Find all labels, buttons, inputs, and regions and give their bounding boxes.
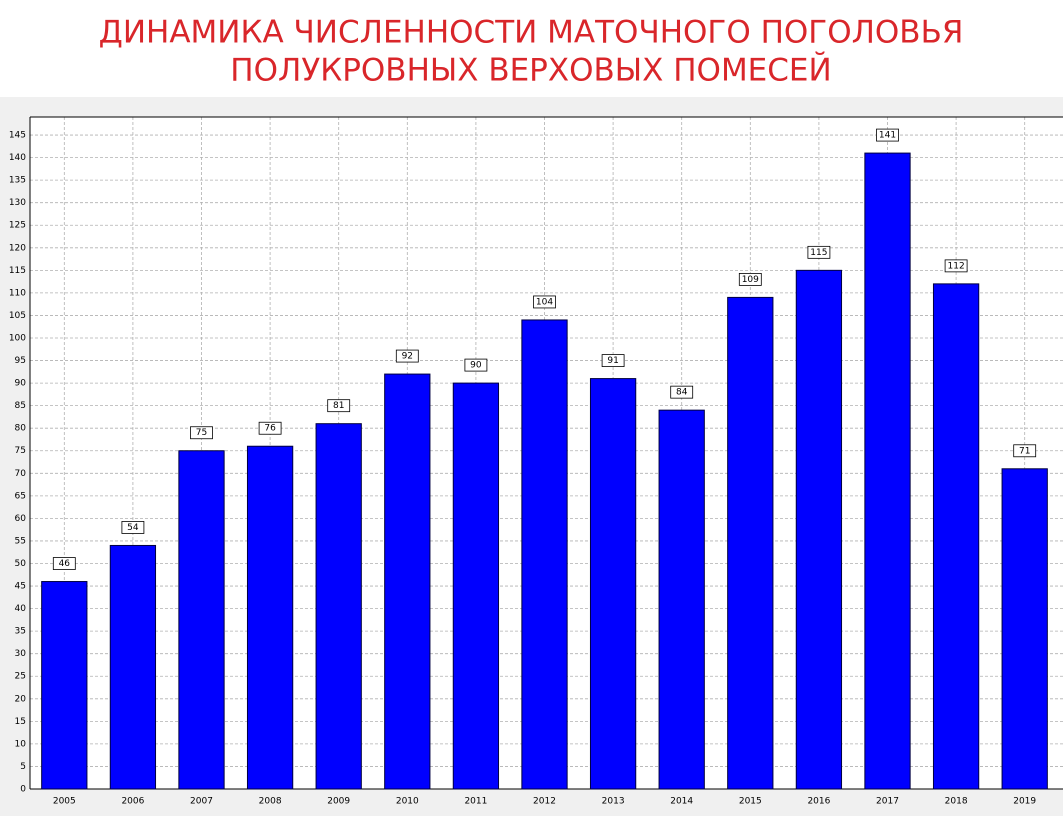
x-tick-label: 2012 <box>533 797 556 807</box>
x-tick-label: 2014 <box>670 797 693 807</box>
value-label: 115 <box>810 248 827 258</box>
value-label-box <box>670 385 694 399</box>
y-tick-label: 65 <box>15 491 26 501</box>
bar <box>589 378 637 790</box>
value-label: 84 <box>676 388 688 398</box>
value-label-box <box>601 354 625 367</box>
value-label: 75 <box>196 428 207 438</box>
x-tick-label: 2007 <box>190 797 213 807</box>
value-label: 109 <box>742 275 759 285</box>
value-label: 46 <box>59 559 71 569</box>
x-tick-label: 2018 <box>945 797 968 807</box>
chart-title: ДИНАМИКА ЧИСЛЕННОСТИ МАТОЧНОГО ПОГОЛОВЬЯ <box>99 15 964 51</box>
bar <box>178 450 225 790</box>
y-tick-label: 50 <box>15 559 27 569</box>
y-tick-label: 90 <box>15 379 27 389</box>
y-tick-label: 145 <box>9 131 26 141</box>
x-tick-label: 2006 <box>121 797 144 807</box>
y-tick-label: 25 <box>15 672 26 682</box>
x-tick-label: 2017 <box>876 797 899 807</box>
value-label: 81 <box>333 401 344 411</box>
bar <box>521 319 568 790</box>
bar <box>384 373 431 790</box>
value-label: 141 <box>879 131 896 141</box>
bar <box>452 382 500 790</box>
bar <box>727 296 774 790</box>
value-label: 112 <box>948 261 965 271</box>
y-tick-label: 40 <box>15 604 27 614</box>
value-label: 90 <box>470 361 482 371</box>
x-tick-label: 2011 <box>464 797 487 807</box>
y-tick-label: 130 <box>9 198 26 208</box>
y-tick-label: 95 <box>15 356 26 366</box>
bar <box>932 283 980 790</box>
x-tick-label: 2008 <box>259 797 282 807</box>
value-label-box <box>395 349 419 363</box>
value-label: 76 <box>264 424 276 434</box>
y-tick-label: 120 <box>9 243 26 253</box>
value-label: 91 <box>607 356 618 366</box>
x-tick-label: 2013 <box>602 797 625 807</box>
value-label-box <box>52 557 76 570</box>
value-label: 54 <box>127 523 139 533</box>
y-tick-label: 80 <box>15 424 27 434</box>
y-tick-label: 100 <box>9 333 26 343</box>
value-label-box <box>327 399 351 413</box>
y-tick-label: 0 <box>20 785 26 795</box>
x-tick-label: 2016 <box>807 797 830 807</box>
y-tick-label: 75 <box>15 446 26 456</box>
x-tick-label: 2005 <box>53 797 76 807</box>
bar <box>658 409 705 790</box>
y-tick-label: 60 <box>15 514 27 524</box>
y-tick-label: 70 <box>15 469 27 479</box>
bar <box>109 544 157 790</box>
value-label-box <box>738 273 762 286</box>
y-tick-label: 45 <box>15 582 26 592</box>
bar <box>864 152 911 790</box>
value-label-box <box>533 295 556 309</box>
value-label: 92 <box>402 352 413 362</box>
bar <box>246 445 294 790</box>
chart-title: ПОЛУКРОВНЫХ ВЕРХОВЫХ ПОМЕСЕЙ <box>230 53 831 89</box>
y-tick-label: 125 <box>9 221 26 231</box>
y-tick-label: 140 <box>9 153 26 163</box>
value-label-box <box>944 259 968 273</box>
y-tick-label: 135 <box>9 176 26 186</box>
y-tick-label: 20 <box>15 694 27 704</box>
bar <box>795 269 843 790</box>
value-label: 71 <box>1019 446 1030 456</box>
y-tick-label: 110 <box>9 288 26 298</box>
bar <box>315 423 362 790</box>
value-label: 104 <box>536 297 553 307</box>
value-label-box <box>876 128 899 142</box>
y-tick-label: 15 <box>15 717 26 727</box>
y-tick-label: 10 <box>15 739 27 749</box>
y-tick-label: 35 <box>15 627 26 637</box>
value-label-box <box>807 245 831 259</box>
x-tick-label: 2010 <box>396 797 419 807</box>
x-tick-label: 2009 <box>327 797 350 807</box>
bar <box>1001 468 1048 790</box>
value-label-box <box>121 521 145 534</box>
bar <box>41 581 88 790</box>
value-label-box <box>258 421 282 435</box>
y-tick-label: 105 <box>9 311 26 321</box>
y-tick-label: 85 <box>15 401 26 411</box>
x-tick-label: 2015 <box>739 797 762 807</box>
value-label-box <box>464 358 488 372</box>
x-tick-label: 2019 <box>1013 797 1036 807</box>
y-tick-label: 115 <box>9 266 26 276</box>
y-tick-label: 5 <box>20 762 26 772</box>
y-tick-label: 55 <box>15 536 26 546</box>
value-label-box <box>190 426 213 440</box>
y-tick-label: 30 <box>15 649 27 659</box>
value-label-box <box>1013 444 1037 458</box>
